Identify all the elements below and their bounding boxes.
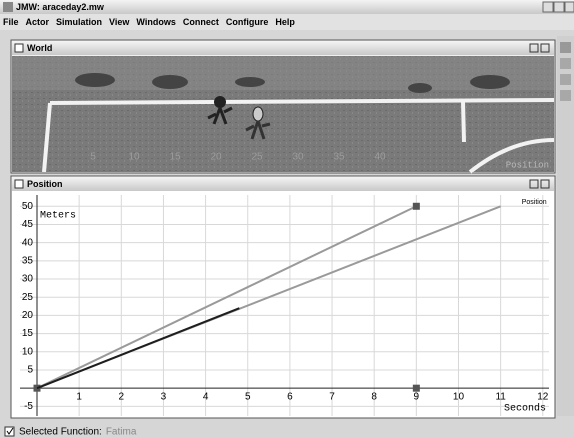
tool-button[interactable] [560, 42, 571, 53]
x-tick-label: 3 [161, 392, 167, 403]
tool-button[interactable] [560, 74, 571, 85]
yard-label: 30 [292, 152, 304, 163]
yard-label: 10 [128, 152, 140, 163]
y-tick-label: -5 [24, 401, 33, 412]
screen: JMW: araceday2.mw File Actor Simulation Vie… [0, 0, 574, 438]
maximize-button[interactable] [554, 2, 564, 12]
menu-item[interactable]: Simulation [56, 17, 102, 27]
x-tick-label: 9 [414, 392, 420, 403]
menu-items: File Actor Simulation View Windows Connect Con… [3, 17, 295, 27]
close-button[interactable] [565, 2, 574, 12]
yard-label: 25 [251, 152, 263, 163]
window-title: JMW: araceday2.mw [16, 2, 105, 12]
y-tick-label: 5 [27, 365, 33, 376]
tool-button[interactable] [560, 90, 571, 101]
y-tick-label: 15 [22, 328, 34, 339]
yard-label: 35 [333, 152, 345, 163]
x-tick-label: 12 [537, 392, 549, 403]
series-marker [413, 203, 420, 210]
x-tick-label: 8 [371, 392, 377, 403]
x-tick-label: 2 [119, 392, 125, 403]
position-title: Position [27, 179, 63, 189]
menu-item[interactable]: File [3, 17, 19, 27]
menu-item[interactable]: Connect [183, 17, 219, 27]
menu-item[interactable]: Help [275, 17, 295, 27]
y-tick-label: 45 [22, 219, 34, 230]
x-tick-label: 11 [495, 392, 506, 403]
x-tick-label: 5 [245, 392, 251, 403]
x-tick-label: 6 [287, 392, 293, 403]
yard-label: 20 [210, 152, 222, 163]
menu-item[interactable]: Windows [136, 17, 175, 27]
status-value: Fatima [106, 427, 137, 438]
app: {"window": {"title": "JMW: araceday2.mw"… [0, 0, 574, 438]
minimize-button[interactable] [543, 2, 553, 12]
world-header [12, 41, 554, 55]
window-controls[interactable] [543, 2, 574, 12]
x-tick-label: 4 [203, 392, 209, 403]
menu-item[interactable]: Actor [26, 17, 50, 27]
series-label: Position [522, 199, 547, 206]
y-axis-label: Meters [40, 211, 76, 222]
x-tick-label: 7 [329, 392, 335, 403]
app-icon [3, 2, 13, 12]
menu-item[interactable]: View [109, 17, 130, 27]
page: body { margin: 0; width: 574px; height: … [0, 0, 574, 438]
panel-checkbox[interactable] [15, 180, 23, 188]
series-marker [413, 385, 420, 392]
y-tick-label: 20 [22, 310, 34, 321]
y-tick-label: 35 [22, 255, 34, 266]
yard-label: 5 [90, 152, 96, 163]
x-tick-label: 1 [76, 392, 82, 403]
tool-button[interactable] [560, 58, 571, 69]
yard-label: 40 [374, 152, 386, 163]
menu-item[interactable]: Configure [226, 17, 269, 27]
position-header [12, 177, 554, 191]
yard-label: 15 [169, 152, 181, 163]
x-tick-label: 10 [453, 392, 465, 403]
y-tick-label: 40 [22, 237, 34, 248]
panel-checkbox[interactable] [15, 44, 23, 52]
y-tick-label: 50 [22, 201, 34, 212]
y-tick-label: 10 [22, 346, 34, 357]
y-tick-label: 25 [22, 292, 34, 303]
world-caption: Position [506, 160, 549, 170]
world-title: World [27, 43, 52, 53]
y-tick-label: 30 [22, 274, 34, 285]
status-label: Selected Function: [19, 427, 102, 438]
x-axis-label: Seconds [504, 403, 546, 415]
